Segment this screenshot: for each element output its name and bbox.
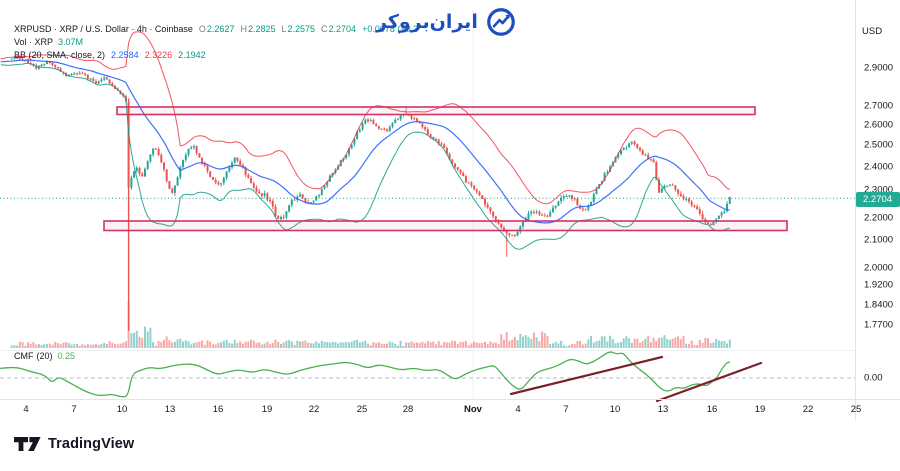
bb-upper-value: 2.3226 (144, 50, 173, 60)
bb-basis-value: 2.2584 (111, 50, 139, 60)
volume-value: 3.07M (58, 37, 84, 47)
price-tick-label: 1.7700 (864, 319, 894, 331)
price-tick-label: 2.2000 (864, 212, 894, 224)
time-tick-label: 13 (657, 404, 669, 415)
ohlc-close-value: 2.2704 (328, 24, 357, 34)
volume-indicator-title[interactable]: Vol · XRP (14, 37, 54, 47)
legend-row-bollinger: BB (20, SMA, close, 2) 2.2584 2.3226 2.1942 (14, 49, 418, 61)
price-tick-label: 1.9200 (864, 279, 894, 291)
price-tick-label: 1.8400 (864, 299, 894, 311)
last-price-tag: 2.2704 (856, 192, 900, 207)
cmf-params: (20) (36, 351, 53, 361)
cmf-zero-label: 0.00 (864, 372, 883, 384)
ohlc-change-value: +0.0078 (+0.3 (362, 24, 419, 34)
iranbroker-wordmark: ایران‌بروکر (376, 11, 478, 33)
iranbroker-trend-icon (486, 8, 515, 36)
ohlc-open-label: O (198, 24, 206, 34)
ohlc-close-label: C (321, 24, 328, 34)
time-tick-label: 25 (356, 404, 368, 415)
time-tick-label: 19 (261, 404, 273, 415)
price-tick-label: 2.9000 (864, 62, 894, 74)
iranbroker-logo: ایران‌بروکر (376, 6, 517, 38)
time-tick-label: 16 (706, 404, 718, 415)
time-tick-label: 22 (308, 404, 320, 415)
legend-row-volume: Vol · XRP 3.07M (14, 36, 418, 48)
bb-indicator-title[interactable]: BB (20, SMA, close, 2) (14, 50, 106, 60)
price-axis-currency-label: USD (862, 26, 883, 37)
price-tick-label: 2.4000 (864, 161, 894, 173)
time-tick-label: 13 (164, 404, 176, 415)
ohlc-high-value: 2.2825 (247, 24, 276, 34)
price-tick-label: 2.0000 (864, 262, 894, 274)
cmf-indicator-title[interactable]: CMF (14, 351, 34, 361)
time-tick-label: 19 (754, 404, 766, 415)
price-tick-label: 2.3000 (864, 184, 894, 196)
ohlc-open-value: 2.2627 (206, 24, 235, 34)
price-tick-label: 2.6000 (864, 119, 894, 131)
ohlc-low-value: 2.2575 (287, 24, 316, 34)
time-tick-label: Nov (464, 404, 482, 415)
price-tick-label: 2.7000 (864, 100, 894, 112)
tradingview-logo-icon (14, 437, 41, 451)
time-tick-label: 25 (850, 404, 862, 415)
price-tick-label: 2.1000 (864, 234, 894, 246)
time-tick-label: 16 (212, 404, 224, 415)
bb-lower-value: 2.1942 (178, 50, 206, 60)
price-tick-label: 2.5000 (864, 139, 894, 151)
time-tick-label: 7 (71, 404, 77, 415)
legend-row-symbol: XRPUSD · XRP / U.S. Dollar · 4h · Coinba… (14, 23, 418, 35)
ohlc-high-label: H (240, 24, 247, 34)
time-tick-label: 28 (402, 404, 414, 415)
time-tick-label: 4 (23, 404, 29, 415)
tradingview-watermark[interactable]: TradingView (13, 434, 134, 454)
time-tick-label: 7 (563, 404, 569, 415)
time-tick-label: 4 (515, 404, 521, 415)
time-tick-label: 10 (116, 404, 128, 415)
time-tick-label: 10 (609, 404, 621, 415)
cmf-value: 0.25 (57, 351, 76, 361)
ohlc-low-label: L (281, 24, 287, 34)
cmf-legend: CMF (20) 0.25 (14, 351, 75, 361)
time-tick-label: 22 (802, 404, 814, 415)
tradingview-wordmark: TradingView (48, 436, 135, 452)
legend: XRPUSD · XRP / U.S. Dollar · 4h · Coinba… (14, 23, 418, 61)
symbol-title[interactable]: XRPUSD · XRP / U.S. Dollar · 4h · Coinba… (14, 24, 193, 34)
